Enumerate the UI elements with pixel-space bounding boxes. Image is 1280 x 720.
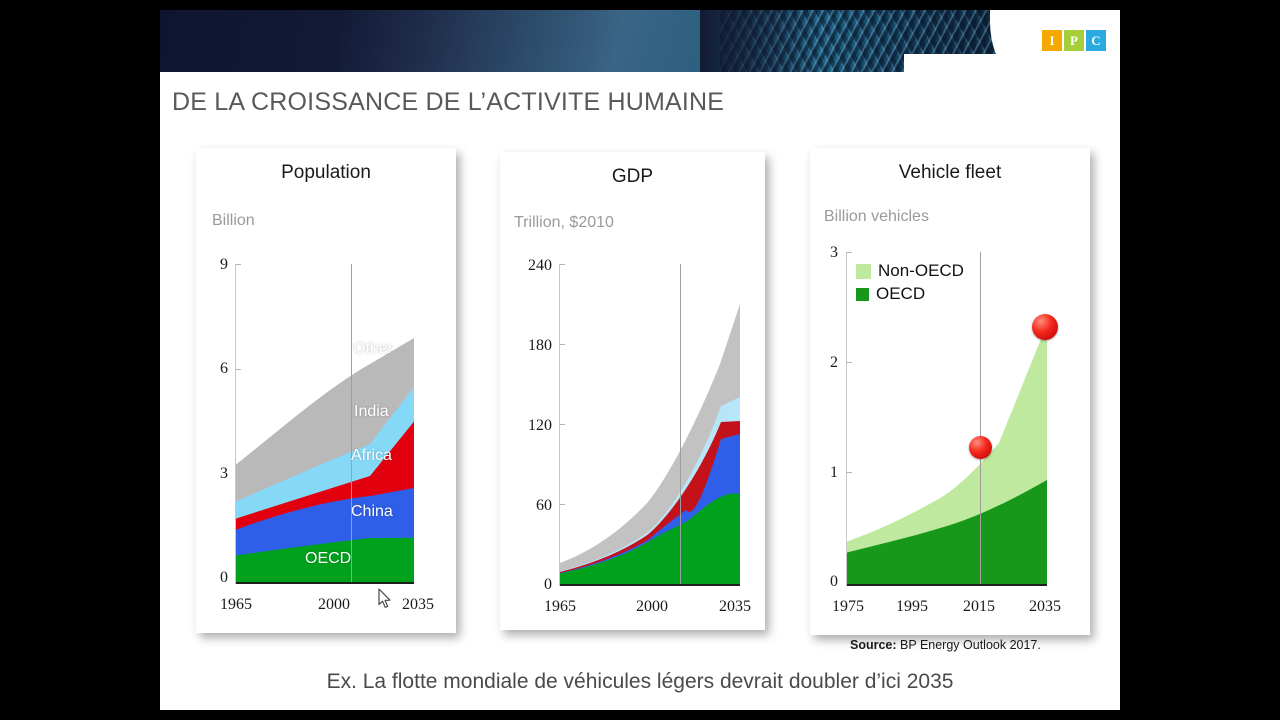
plot-area-vehicle-fleet: 3 2 1 0 Non-OECD [810, 148, 1090, 635]
ipc-logo: I P C [1042, 30, 1106, 51]
ytick-gdp-120: 120 [528, 417, 552, 434]
slide-caption: Ex. La flotte mondiale de véhicules lége… [326, 670, 954, 693]
series-label-china: China [351, 503, 393, 520]
gdp-area-svg [560, 304, 740, 586]
xtick-vehicle-1975: 1975 [832, 598, 864, 615]
chart-unit-population: Billion [212, 212, 255, 229]
logo-letter-c: C [1086, 30, 1106, 51]
chart-card-population: Population Billion 9 6 3 0 [196, 148, 456, 633]
chart-card-vehicle-fleet: Vehicle fleet Billion vehicles 3 2 1 0 [810, 148, 1090, 635]
header-banner [160, 10, 1120, 72]
chart-unit-vehicle-fleet: Billion vehicles [824, 208, 929, 225]
series-label-other: Other [353, 340, 394, 357]
source-label: Source: [850, 638, 897, 652]
xtick-population-1965: 1965 [220, 596, 252, 613]
data-marker-2035 [1032, 314, 1058, 340]
ytickmark-vehicle-2 [846, 362, 852, 363]
xtick-gdp-2035: 2035 [719, 598, 751, 615]
slide-canvas: I P C DE LA CROISSANCE DE L’ACTIVITE HUM… [160, 10, 1120, 710]
source-text: BP Energy Outlook 2017. [896, 638, 1041, 652]
ytickmark-population-6 [235, 369, 241, 370]
chart-card-gdp: GDP Trillion, $2010 240 180 120 60 0 [500, 152, 765, 630]
xtick-vehicle-2015: 2015 [963, 598, 995, 615]
ytick-vehicle-1: 1 [830, 464, 838, 481]
ytick-gdp-180: 180 [528, 337, 552, 354]
banner-rounded-cut-fill [904, 54, 1024, 72]
legend-vehicle-fleet: Non-OECD OECD [856, 261, 964, 307]
ytickmark-gdp-180 [559, 344, 565, 345]
legend-item-oecd: OECD [856, 284, 964, 304]
ytickmark-population-9 [235, 264, 241, 265]
xtick-vehicle-1995: 1995 [896, 598, 928, 615]
vehicle-area-svg [847, 324, 1047, 586]
ytick-vehicle-0: 0 [830, 573, 838, 590]
chart-title-vehicle-fleet: Vehicle fleet [898, 162, 1002, 183]
ytickmark-gdp-60 [559, 504, 565, 505]
source-note: Source: BP Energy Outlook 2017. [850, 638, 1041, 652]
ytick-gdp-60: 60 [536, 497, 552, 514]
ytick-population-3: 3 [220, 465, 228, 482]
chart-title-gdp: GDP [611, 166, 654, 187]
xtick-vehicle-2035: 2035 [1029, 598, 1061, 615]
series-label-india: India [354, 403, 389, 420]
series-label-oecd: OECD [305, 550, 352, 567]
vertical-marker-gdp [680, 264, 681, 584]
legend-label-non-oecd: Non-OECD [878, 261, 964, 280]
logo-letter-i: I [1042, 30, 1062, 51]
plot-area-gdp: 240 180 120 60 0 [500, 152, 765, 630]
y-axis-line-vehicle [846, 252, 847, 586]
ytickmark-vehicle-3 [846, 252, 852, 253]
xtick-population-2000: 2000 [318, 596, 350, 613]
ytickmark-gdp-240 [559, 264, 565, 265]
x-axis-line-population [236, 582, 414, 584]
y-axis-line-population [235, 264, 236, 584]
ytick-gdp-240: 240 [528, 257, 552, 274]
y-axis-line-gdp [559, 264, 560, 586]
ytickmark-vehicle-1 [846, 472, 852, 473]
mouse-cursor [378, 588, 391, 608]
logo-letter-p: P [1064, 30, 1084, 51]
legend-swatch-oecd [856, 287, 869, 301]
series-label-africa: Africa [351, 447, 392, 464]
data-marker-2015 [969, 436, 992, 459]
population-area-svg [236, 338, 414, 584]
legend-item-non-oecd: Non-OECD [856, 261, 964, 281]
tread-fade-left [700, 10, 820, 72]
ytick-population-0: 0 [220, 569, 228, 586]
xtick-gdp-1965: 1965 [544, 598, 576, 615]
page-title: DE LA CROISSANCE DE L’ACTIVITE HUMAINE [172, 88, 725, 116]
xtick-gdp-2000: 2000 [636, 598, 668, 615]
ytick-vehicle-3: 3 [830, 244, 838, 261]
vertical-marker-vehicle [980, 252, 981, 584]
ytick-population-9: 9 [220, 256, 228, 273]
legend-swatch-non-oecd [856, 263, 871, 279]
xtick-population-2035: 2035 [402, 596, 434, 613]
ytickmark-gdp-120 [559, 424, 565, 425]
ytick-vehicle-2: 2 [830, 354, 838, 371]
chart-unit-gdp: Trillion, $2010 [514, 214, 614, 231]
chart-title-population: Population [281, 162, 371, 183]
x-axis-line-gdp [560, 584, 740, 586]
plot-area-population: 9 6 3 0 [196, 148, 456, 633]
ytick-population-6: 6 [220, 360, 228, 377]
legend-label-oecd: OECD [876, 284, 926, 303]
x-axis-line-vehicle [847, 584, 1047, 586]
ytick-gdp-0: 0 [544, 576, 552, 593]
vertical-marker-population [351, 264, 352, 582]
